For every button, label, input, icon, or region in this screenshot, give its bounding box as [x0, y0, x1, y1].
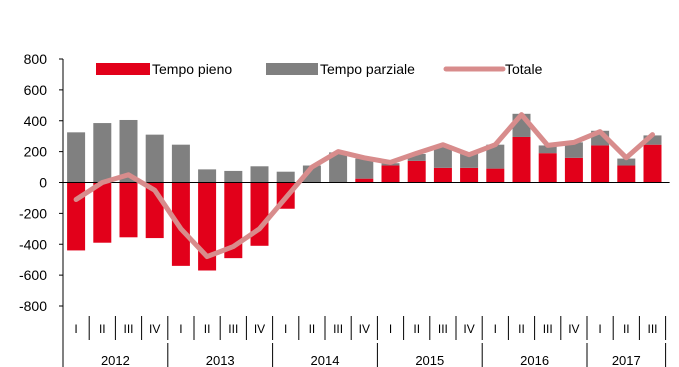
bar-tempo-pieno — [93, 182, 112, 243]
legend-label-tempo-parziale: Tempo parziale — [320, 61, 415, 77]
quarter-label: I — [179, 322, 182, 336]
bar-tempo-parziale — [617, 158, 636, 166]
bar-tempo-parziale — [407, 153, 426, 161]
bar-tempo-parziale — [564, 142, 583, 158]
quarter-label: II — [623, 322, 630, 336]
quarter-label: I — [74, 322, 77, 336]
quarter-label: III — [438, 322, 448, 336]
bar-tempo-parziale — [119, 119, 138, 183]
legend-swatch-tempo-parziale — [266, 63, 318, 75]
bar-tempo-pieno — [119, 182, 138, 238]
bar-tempo-parziale — [171, 144, 190, 183]
legend-swatch-tempo-pieno — [96, 63, 150, 75]
bar-tempo-pieno — [224, 182, 243, 259]
bar-tempo-pieno — [617, 165, 636, 183]
bar-tempo-pieno — [407, 160, 426, 183]
bar-tempo-parziale — [643, 135, 662, 145]
bar-tempo-pieno — [486, 168, 505, 183]
quarter-label: III — [647, 322, 657, 336]
y-tick-label: -200 — [19, 205, 47, 221]
quarter-label: I — [598, 322, 601, 336]
bar-tempo-parziale — [93, 123, 112, 183]
bar-tempo-pieno — [460, 167, 479, 183]
bar-tempo-pieno — [171, 182, 190, 266]
quarter-label: I — [389, 322, 392, 336]
year-label: 2016 — [520, 353, 549, 367]
bar-tempo-parziale — [329, 152, 348, 183]
quarter-label: II — [413, 322, 420, 336]
bar-tempo-pieno — [355, 178, 374, 183]
quarter-label: IV — [149, 322, 160, 336]
bar-tempo-parziale — [276, 171, 295, 183]
bar-tempo-parziale — [224, 170, 243, 183]
y-tick-label: 200 — [24, 144, 48, 160]
y-tick-label: -400 — [19, 236, 47, 252]
quarter-label: IV — [359, 322, 370, 336]
bar-tempo-parziale — [67, 132, 86, 183]
quarter-label: II — [518, 322, 525, 336]
y-axis: 800 600 400 200 0 -200 -400 -600 -800 — [19, 51, 64, 355]
year-label: 2015 — [415, 353, 444, 367]
legend-label-totale: Totale — [505, 61, 543, 77]
year-label: 2017 — [612, 353, 641, 367]
y-tick-label: 0 — [39, 175, 47, 191]
bar-tempo-parziale — [198, 169, 217, 183]
bar-tempo-pieno — [381, 165, 400, 183]
bar-tempo-parziale — [145, 134, 164, 183]
quarter-label: IV — [568, 322, 579, 336]
y-tick-label: -800 — [19, 298, 47, 314]
year-label: 2013 — [206, 353, 235, 367]
bars-tempo-parziale — [67, 113, 662, 183]
bar-tempo-pieno — [433, 167, 452, 183]
bar-tempo-parziale — [433, 145, 452, 168]
bar-tempo-parziale — [250, 166, 269, 183]
quarter-label: III — [333, 322, 343, 336]
quarter-label: II — [309, 322, 316, 336]
quarter-label: I — [494, 322, 497, 336]
year-label: 2012 — [101, 353, 130, 367]
y-tick-label: 800 — [24, 51, 48, 67]
quarter-label: III — [123, 322, 133, 336]
quarter-label: I — [284, 322, 287, 336]
bar-tempo-parziale — [538, 145, 557, 154]
bar-tempo-pieno — [512, 136, 531, 183]
y-tick-label: 600 — [24, 82, 48, 98]
quarter-label: II — [204, 322, 211, 336]
quarter-label: III — [543, 322, 553, 336]
bar-tempo-parziale — [460, 152, 479, 168]
bar-tempo-parziale — [486, 144, 505, 169]
legend-label-tempo-pieno: Tempo pieno — [152, 61, 232, 77]
x-axis: I II III IV I II III IV I II III IV I II III IV I II III IV… — [62, 316, 667, 367]
quarter-label: IV — [463, 322, 474, 336]
bar-tempo-pieno — [643, 144, 662, 183]
totale-line — [73, 112, 655, 260]
y-tick-label: 400 — [24, 113, 48, 129]
bar-tempo-pieno — [538, 153, 557, 183]
bar-tempo-parziale — [355, 158, 374, 179]
year-label: 2014 — [311, 353, 340, 367]
bar-tempo-pieno — [250, 182, 269, 246]
quarter-label: III — [228, 322, 238, 336]
quarter-label: II — [99, 322, 106, 336]
bar-tempo-pieno — [591, 145, 610, 183]
legend: Tempo pieno Tempo parziale Totale — [96, 61, 543, 77]
y-tick-label: -600 — [19, 267, 47, 283]
bar-tempo-pieno — [564, 157, 583, 183]
totale-series-line — [73, 112, 655, 260]
quarter-label: IV — [254, 322, 265, 336]
